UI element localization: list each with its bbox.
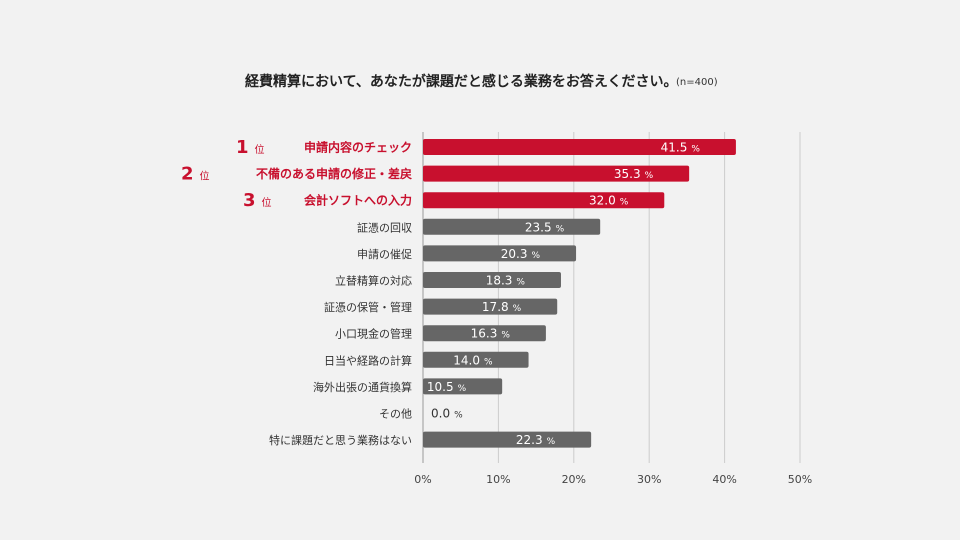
bar	[423, 165, 690, 182]
bar	[423, 431, 592, 448]
x-tick-label: 40%	[712, 473, 736, 486]
bar	[423, 272, 561, 288]
data-label: 41.5%	[661, 141, 701, 155]
x-tick-label: 50%	[788, 473, 812, 486]
category-label: 日当や経路の計算	[324, 353, 412, 367]
bar	[423, 351, 529, 368]
grid-layer	[422, 132, 801, 463]
bar	[423, 378, 503, 395]
category-label: 海外出張の通貨換算	[313, 380, 412, 394]
category-label: 申請の催促	[357, 247, 412, 261]
bar	[423, 192, 665, 209]
bar	[423, 218, 601, 235]
category-label: 会計ソフトへの入力	[304, 193, 412, 208]
chart-subtitle: (n=400)	[676, 77, 718, 88]
category-label: 申請内容のチェック	[304, 140, 412, 155]
data-label: 35.3%	[614, 167, 654, 181]
category-label: 不備のある申請の修正・差戻	[256, 166, 412, 181]
category-label: 立替精算の対応	[335, 274, 412, 288]
x-tick-label: 20%	[562, 473, 586, 486]
bar	[423, 298, 558, 315]
category-label: 特に課題だと思う業務はない	[269, 433, 412, 447]
data-label: 32.0%	[589, 194, 629, 208]
data-label: 18.3%	[486, 274, 526, 288]
chart-title: 経費精算において、あなたが課題だと感じる業務をお答えください。	[245, 73, 677, 90]
x-tick-label: 10%	[486, 473, 510, 486]
data-label: 16.3%	[471, 327, 511, 341]
bar	[423, 325, 546, 342]
bar	[423, 139, 736, 155]
x-tick-label: 0%	[414, 473, 431, 486]
data-label: 17.8%	[482, 300, 522, 314]
category-label: 小口現金の管理	[335, 327, 412, 341]
x-tick-label: 30%	[637, 473, 661, 486]
category-label: 証憑の保管・管理	[324, 300, 412, 314]
data-label: 23.5%	[525, 220, 565, 234]
data-label: 14.0%	[453, 353, 493, 367]
bar	[423, 245, 577, 262]
data-label: 10.5%	[427, 380, 467, 394]
data-label: 20.3%	[501, 247, 541, 261]
data-label: 0.0%	[431, 407, 463, 421]
x-axis-ticks: 0% 10% 20% 30% 40% 50%	[414, 473, 812, 486]
category-label: 証憑の回収	[357, 221, 412, 234]
bars-layer: 41.5 % 35.3 % 32.0 % 23.5 % 20.3 % 18.3 % 17.8 % 16.3%…	[423, 139, 736, 448]
data-label: 22.3%	[516, 433, 556, 447]
category-label: その他	[379, 408, 412, 421]
